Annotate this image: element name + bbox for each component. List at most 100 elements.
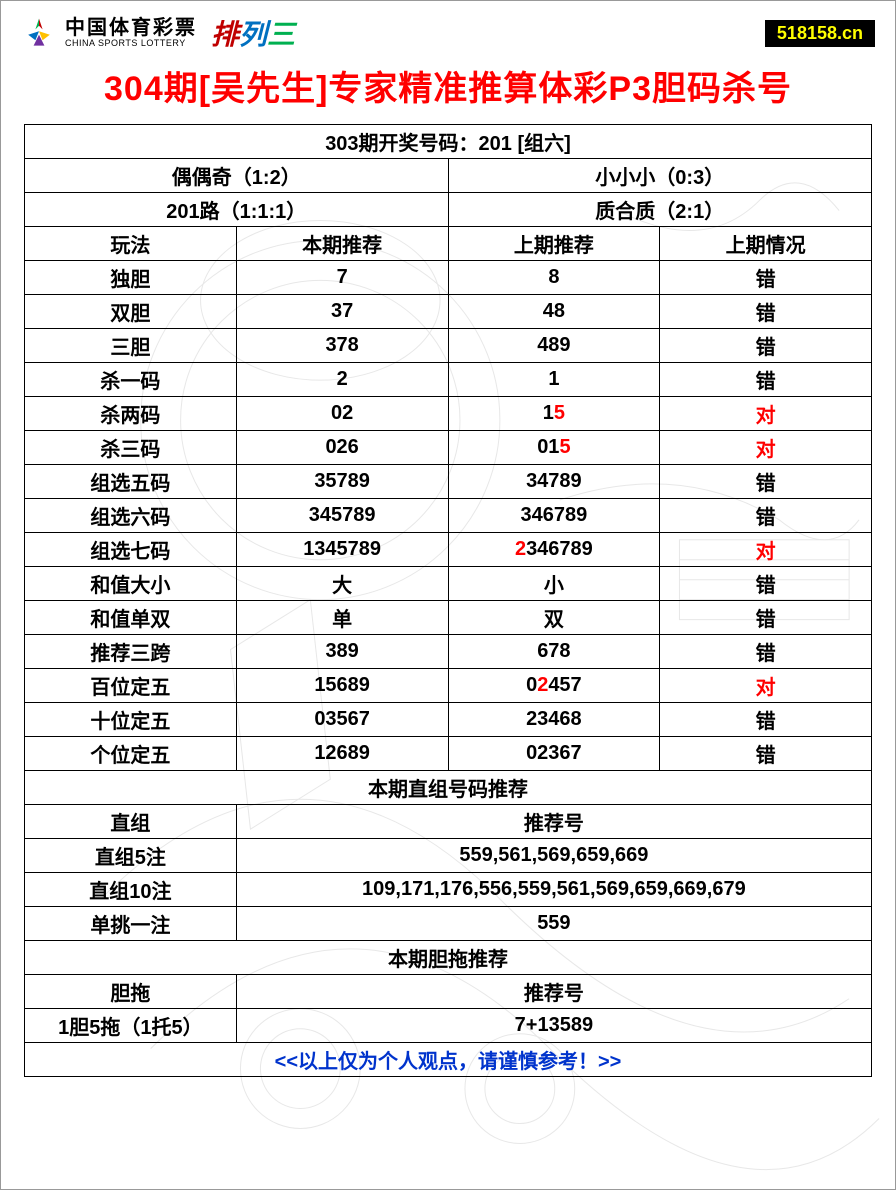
previous-pick: 1 xyxy=(448,363,660,397)
section2-label-rec: 推荐号 xyxy=(236,975,871,1009)
table-row: 双胆3748错 xyxy=(25,295,872,329)
section1-label-rec: 推荐号 xyxy=(236,805,871,839)
result-cell: 错 xyxy=(660,329,872,363)
play-name: 组选五码 xyxy=(25,465,237,499)
section2-title: 本期胆拖推荐 xyxy=(25,941,872,975)
table-row: 组选五码3578934789错 xyxy=(25,465,872,499)
previous-pick: 双 xyxy=(448,601,660,635)
section2-label-col: 胆拖 xyxy=(25,975,237,1009)
result-cell: 错 xyxy=(660,363,872,397)
result-cell: 错 xyxy=(660,635,872,669)
prev-segment: 346789 xyxy=(521,504,588,526)
current-pick: 389 xyxy=(236,635,448,669)
col-current: 本期推荐 xyxy=(236,227,448,261)
prev-segment: 346789 xyxy=(526,538,593,560)
previous-pick: 48 xyxy=(448,295,660,329)
rec-value: 109,171,176,556,559,561,569,659,669,679 xyxy=(236,873,871,907)
rec-label: 直组10注 xyxy=(25,873,237,907)
play-name: 独胆 xyxy=(25,261,237,295)
result-cell: 错 xyxy=(660,703,872,737)
current-pick: 1345789 xyxy=(236,533,448,567)
current-pick: 378 xyxy=(236,329,448,363)
prev-segment: 01 xyxy=(537,436,559,458)
current-pick: 35789 xyxy=(236,465,448,499)
previous-pick: 02457 xyxy=(448,669,660,703)
pailie-char-3: 三 xyxy=(267,19,295,50)
previous-pick: 015 xyxy=(448,431,660,465)
table-row: 杀三码026015对 xyxy=(25,431,872,465)
result-cell: 对 xyxy=(660,431,872,465)
current-pick: 12689 xyxy=(236,737,448,771)
table-row: 杀一码2 1 错 xyxy=(25,363,872,397)
previous-pick: 489 xyxy=(448,329,660,363)
pailie-char-1: 排 xyxy=(211,19,239,50)
prev-segment: 双 xyxy=(544,609,564,631)
prev-segment: 457 xyxy=(548,674,581,696)
summary-size: 小小小（0:3） xyxy=(448,159,872,193)
previous-pick: 23468 xyxy=(448,703,660,737)
rec-value: 559,561,569,659,669 xyxy=(236,839,871,873)
pailie-label: 排列三 xyxy=(211,13,295,53)
table-row: 百位定五1568902457对 xyxy=(25,669,872,703)
footer-note: <<以上仅为个人观点，请谨慎参考！>> xyxy=(25,1043,872,1077)
rec-value: 559 xyxy=(236,907,871,941)
table-row: 个位定五1268902367错 xyxy=(25,737,872,771)
logo-text-cn: 中国体育彩票 xyxy=(65,18,197,38)
current-pick: 15689 xyxy=(236,669,448,703)
play-name: 杀一码 xyxy=(25,363,237,397)
table-row: 组选七码13457892346789对 xyxy=(25,533,872,567)
previous-pick: 34789 xyxy=(448,465,660,499)
current-pick: 02 xyxy=(236,397,448,431)
prev-segment: 02367 xyxy=(526,742,582,764)
prev-segment: 0 xyxy=(526,674,537,696)
column-header-row: 玩法 本期推荐 上期推荐 上期情况 xyxy=(25,227,872,261)
rec-label: 单挑一注 xyxy=(25,907,237,941)
section1-title: 本期直组号码推荐 xyxy=(25,771,872,805)
play-name: 杀两码 xyxy=(25,397,237,431)
play-name: 和值大小 xyxy=(25,567,237,601)
summary-prime: 质合质（2:1） xyxy=(448,193,872,227)
prev-segment: 1 xyxy=(548,368,559,390)
table-row: 独胆78错 xyxy=(25,261,872,295)
result-cell: 对 xyxy=(660,533,872,567)
logo-text-en: CHINA SPORTS LOTTERY xyxy=(65,38,197,49)
draw-header: 303期开奖号码：201 [组六] xyxy=(25,125,872,159)
result-cell: 对 xyxy=(660,397,872,431)
table-row: 十位定五0356723468错 xyxy=(25,703,872,737)
pailie-char-2: 列 xyxy=(239,19,267,50)
col-play: 玩法 xyxy=(25,227,237,261)
table-row: 三胆378489错 xyxy=(25,329,872,363)
previous-pick: 小 xyxy=(448,567,660,601)
current-pick: 大 xyxy=(236,567,448,601)
current-pick: 03567 xyxy=(236,703,448,737)
previous-pick: 8 xyxy=(448,261,660,295)
current-pick: 2 xyxy=(236,363,448,397)
play-name: 组选七码 xyxy=(25,533,237,567)
play-name: 推荐三跨 xyxy=(25,635,237,669)
site-badge: 518158.cn xyxy=(765,20,875,47)
result-cell: 对 xyxy=(660,669,872,703)
previous-pick: 15 xyxy=(448,397,660,431)
lottery-logo-icon xyxy=(21,15,57,51)
prev-segment: 34789 xyxy=(526,470,582,492)
rec-value: 7+13589 xyxy=(236,1009,871,1043)
prev-segment: 48 xyxy=(543,300,565,322)
current-pick: 026 xyxy=(236,431,448,465)
table-row: 1胆5拖（1托5）7+13589 xyxy=(25,1009,872,1043)
previous-pick: 2346789 xyxy=(448,533,660,567)
prev-segment: 5 xyxy=(554,402,565,424)
play-name: 和值单双 xyxy=(25,601,237,635)
result-cell: 错 xyxy=(660,261,872,295)
page-title: 304期[吴先生]专家精准推算体彩P3胆码杀号 xyxy=(1,57,895,124)
previous-pick: 346789 xyxy=(448,499,660,533)
prev-segment: 2 xyxy=(537,674,548,696)
current-pick: 单 xyxy=(236,601,448,635)
col-result: 上期情况 xyxy=(660,227,872,261)
table-row: 杀两码0215对 xyxy=(25,397,872,431)
table-row: 组选六码345789346789错 xyxy=(25,499,872,533)
result-cell: 错 xyxy=(660,567,872,601)
result-cell: 错 xyxy=(660,737,872,771)
play-name: 十位定五 xyxy=(25,703,237,737)
table-row: 推荐三跨389678错 xyxy=(25,635,872,669)
prev-segment: 2 xyxy=(515,538,526,560)
